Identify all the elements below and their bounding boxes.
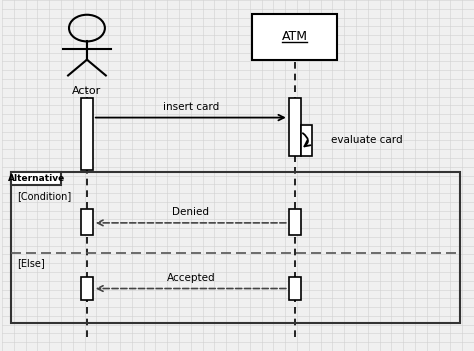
Text: insert card: insert card [163,102,219,112]
Bar [301,125,312,156]
Bar [81,209,93,235]
Bar [81,277,93,300]
Text: Actor: Actor [73,86,101,96]
Text: Accepted: Accepted [166,273,215,283]
Bar [252,14,337,60]
Bar [289,277,301,300]
Text: [Condition]: [Condition] [17,191,72,201]
Bar [289,209,301,235]
Bar [289,98,301,156]
Bar [11,172,460,323]
Bar [11,172,61,185]
Text: ATM: ATM [282,30,308,44]
Text: evaluate card: evaluate card [331,135,403,145]
Text: [Else]: [Else] [17,258,45,268]
Bar [81,98,93,170]
Text: Alternative: Alternative [8,174,65,183]
Text: Denied: Denied [172,207,210,217]
